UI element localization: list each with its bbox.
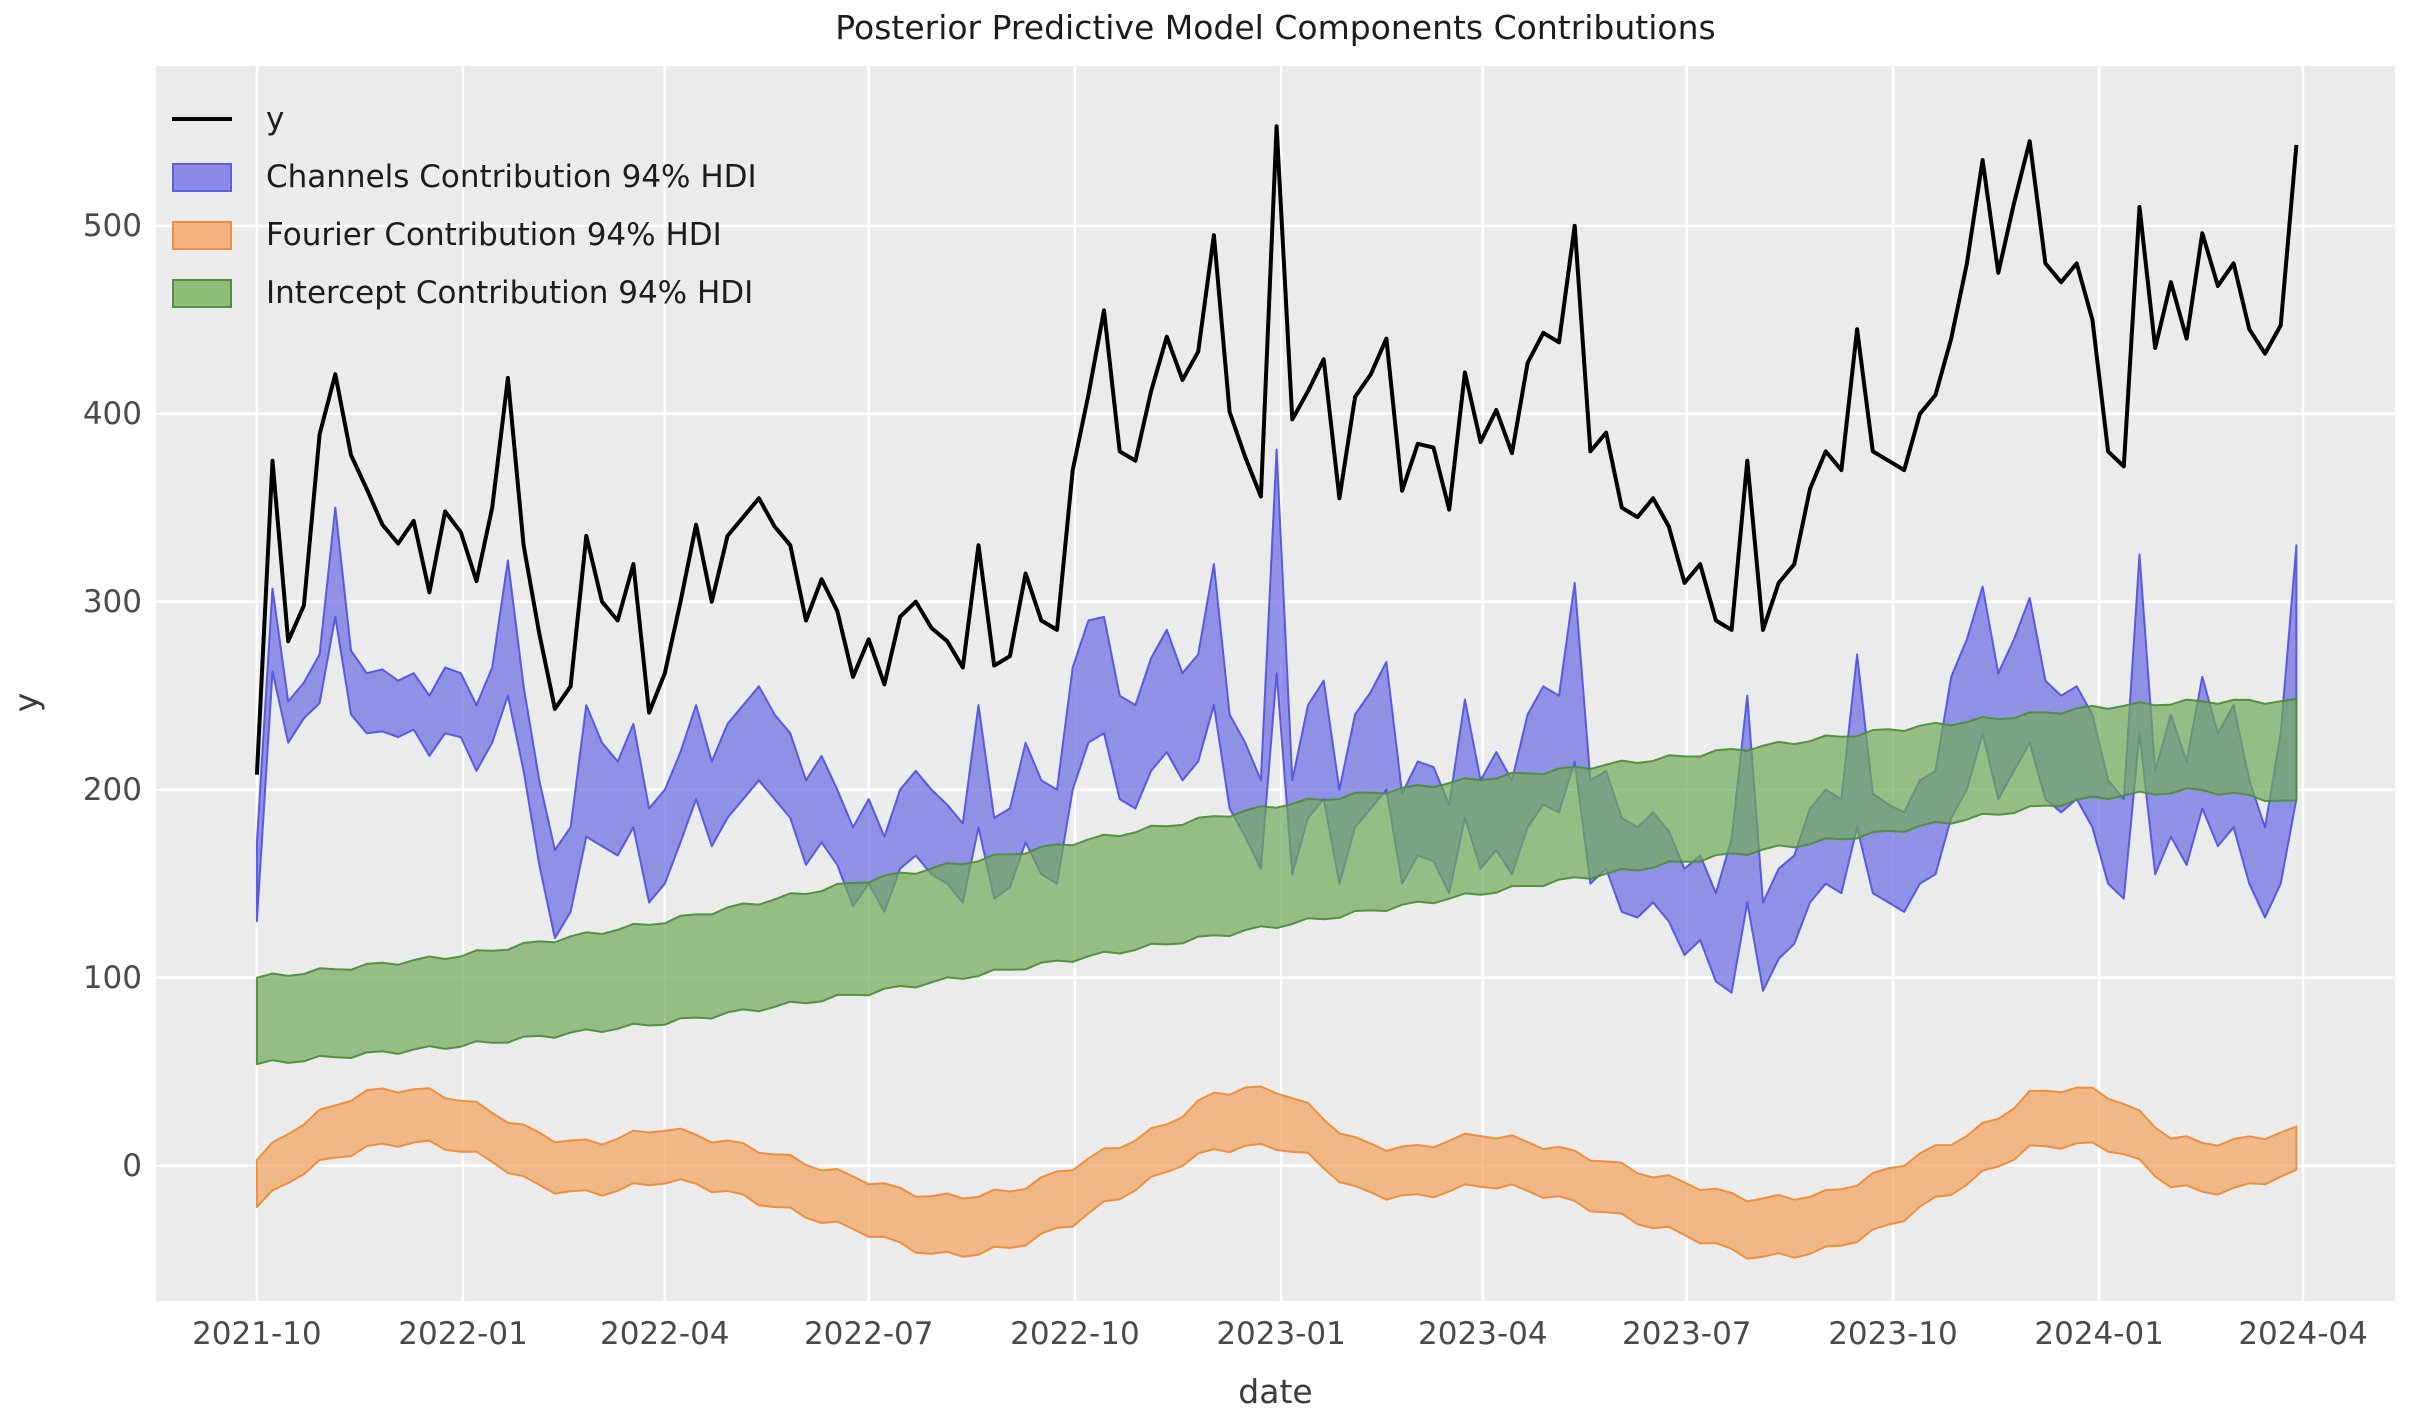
- x-tick-label: 2022-10: [1010, 1316, 1140, 1352]
- fourier-patch-swatch: [172, 220, 232, 250]
- x-tick-label: 2024-01: [2034, 1316, 2164, 1352]
- legend-item-fourier: Fourier Contribution 94% HDI: [172, 206, 757, 264]
- intercept-patch-swatch: [172, 278, 232, 308]
- legend-label: Intercept Contribution 94% HDI: [266, 275, 754, 311]
- y-line-swatch: [172, 117, 232, 121]
- x-tick-label: 2022-04: [599, 1316, 730, 1352]
- legend-item-channels: Channels Contribution 94% HDI: [172, 148, 757, 206]
- legend-item-y: y: [172, 90, 757, 148]
- intercept-hdi-band: [255, 697, 2298, 1066]
- y-tick-label: 0: [122, 1147, 142, 1184]
- x-tick-label: 2023-01: [1216, 1316, 1346, 1352]
- x-tick-label: 2022-01: [398, 1316, 528, 1352]
- channels-patch-swatch: [172, 162, 232, 192]
- y-tick-label: 100: [82, 959, 142, 996]
- legend-label: Channels Contribution 94% HDI: [266, 159, 757, 195]
- y-tick-label: 200: [82, 771, 142, 808]
- x-tick-label: 2023-07: [1622, 1316, 1752, 1352]
- x-tick-label: 2022-07: [803, 1316, 934, 1352]
- x-tick-label: 2023-04: [1418, 1316, 1548, 1352]
- y-tick-label: 400: [82, 395, 142, 432]
- x-axis-label: date: [1238, 1372, 1313, 1411]
- x-tick-label: 2021-10: [192, 1316, 322, 1352]
- y-axis-label: y: [6, 692, 46, 713]
- y-tick-label: 500: [82, 207, 142, 244]
- x-tick-label: 2023-10: [1828, 1316, 1958, 1352]
- legend-item-intercept: Intercept Contribution 94% HDI: [172, 264, 757, 322]
- legend-label: y: [266, 101, 285, 137]
- legend-label: Fourier Contribution 94% HDI: [266, 217, 722, 253]
- fourier-hdi-band: [255, 1085, 2298, 1260]
- y-tick-label: 300: [82, 583, 142, 620]
- chart-title: Posterior Predictive Model Components Co…: [835, 8, 1716, 47]
- y-line: [254, 124, 2299, 775]
- legend: y Channels Contribution 94% HDI Fourier …: [172, 90, 757, 322]
- x-tick-label: 2024-04: [2238, 1316, 2368, 1352]
